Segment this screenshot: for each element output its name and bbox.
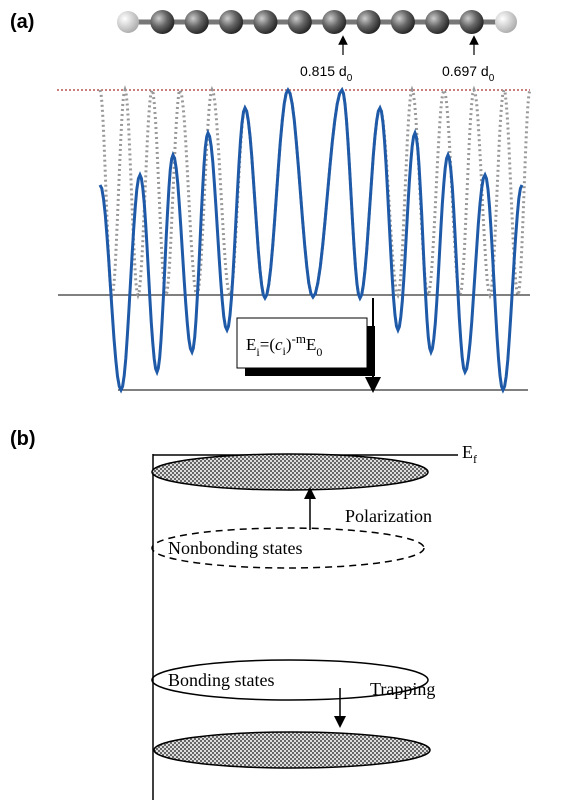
atom [287,10,312,34]
atom [390,10,415,34]
fermi-label: Ef [462,442,477,466]
atom-chain [117,10,517,34]
atom [425,10,450,34]
polarization-label: Polarization [345,506,432,526]
formula-box [236,317,368,369]
atom [459,10,484,34]
atom [184,10,209,34]
bonding-states [151,659,429,701]
atom [117,11,139,33]
atom [322,10,347,34]
atom [150,10,175,34]
panel-label: (a) [10,11,34,33]
atom [219,10,244,34]
panel-label: (b) [10,428,36,450]
atom [356,10,381,34]
potential-curve [98,86,524,394]
nonbonding-states [151,527,425,569]
trapped-states [153,731,431,769]
atom [253,10,278,34]
bond-label: 0.815 d0 [300,63,353,84]
polarized-states [151,453,429,491]
trapping-label: Trapping [370,679,435,699]
formula: Ei=(ci)-mE0 [246,331,322,359]
bonding-label: Bonding states [168,670,275,690]
nonbonding-label: Nonbonding states [168,538,303,558]
bond-label: 0.697 d0 [442,63,495,84]
atom [495,11,517,33]
